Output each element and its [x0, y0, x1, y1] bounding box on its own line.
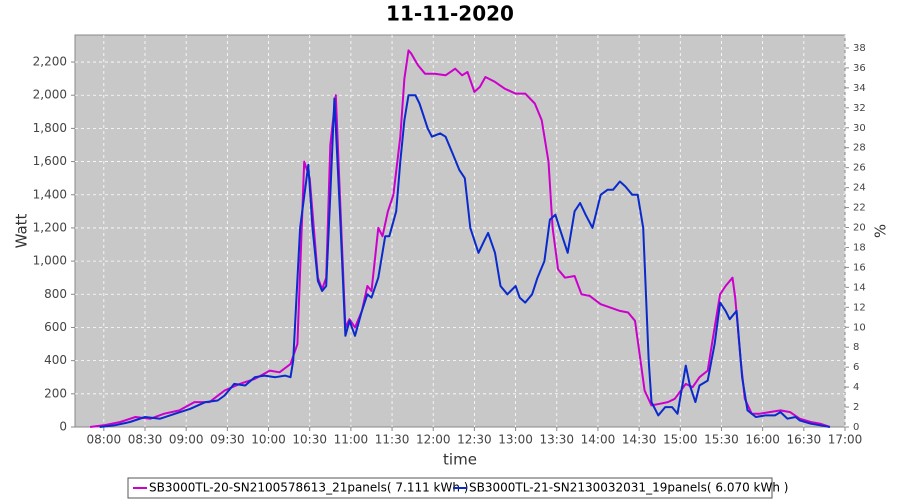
x-tick-label: 15:00: [663, 433, 698, 447]
plot-area: [74, 34, 846, 428]
x-tick-label: 11:00: [334, 433, 369, 447]
x-tick-label: 10:00: [251, 433, 286, 447]
x-tick-label: 11:30: [375, 433, 410, 447]
y-tick-label: 600: [44, 320, 67, 334]
y2-tick-label: 6: [853, 362, 859, 373]
y2-tick-label: 16: [853, 262, 866, 273]
y2-axis-label: %: [872, 224, 890, 238]
y2-tick-label: 2: [853, 402, 859, 413]
y2-tick-label: 24: [853, 183, 866, 194]
y2-tick-label: 8: [853, 342, 859, 353]
x-tick-label: 14:30: [622, 433, 657, 447]
y-tick-label: 800: [44, 287, 67, 301]
x-tick-label: 10:30: [292, 433, 327, 447]
series-line: [99, 94, 831, 428]
y-tick-label: 1,000: [33, 254, 67, 268]
y2-tick-label: 36: [853, 63, 866, 74]
y2-tick-label: 4: [853, 382, 859, 393]
x-tick-label: 09:30: [210, 433, 245, 447]
y2-tick-label: 34: [853, 83, 866, 94]
y2-tick-label: 0: [853, 422, 859, 433]
y2-tick-label: 14: [853, 282, 866, 293]
y2-tick-label: 26: [853, 163, 866, 174]
x-axis-label: time: [443, 451, 477, 469]
x-tick-label: 13:00: [498, 433, 533, 447]
y2-tick-label: 38: [853, 43, 866, 54]
x-tick-label: 09:00: [169, 433, 204, 447]
x-tick-label: 15:30: [704, 433, 739, 447]
y2-tick-label: 32: [853, 103, 866, 114]
y2-tick-label: 28: [853, 143, 866, 154]
y-tick-label: 1,800: [33, 121, 67, 135]
y2-tick-label: 12: [853, 302, 866, 313]
y2-tick-label: 22: [853, 203, 866, 214]
y-tick-label: 2,200: [33, 55, 67, 69]
series-line: [89, 49, 831, 428]
chart-title: 11-11-2020: [386, 2, 514, 26]
y-tick-label: 400: [44, 353, 67, 367]
x-tick-label: 08:00: [87, 433, 122, 447]
x-tick-label: 13:30: [539, 433, 574, 447]
y-axis-label: Watt: [13, 213, 31, 248]
y-tick-label: 2,000: [33, 88, 67, 102]
x-tick-label: 12:00: [416, 433, 451, 447]
x-tick-label: 16:30: [787, 433, 822, 447]
x-tick-label: 17:00: [828, 433, 863, 447]
x-tick-label: 16:00: [745, 433, 780, 447]
y2-tick-label: 30: [853, 123, 866, 134]
x-tick-label: 14:00: [581, 433, 616, 447]
y-tick-label: 1,400: [33, 187, 67, 201]
y-tick-label: 1,600: [33, 154, 67, 168]
x-tick-label: 12:30: [457, 433, 492, 447]
y2-tick-label: 18: [853, 242, 866, 253]
legend-label: SB3000TL-21-SN2130032031_19panels( 6.070…: [469, 481, 788, 495]
legend-box: [127, 477, 773, 499]
y-tick-label: 1,200: [33, 220, 67, 234]
y-tick-label: 0: [59, 420, 67, 434]
legend-label: SB3000TL-20-SN2100578613_21panels( 7.111…: [149, 481, 468, 495]
x-tick-label: 08:30: [128, 433, 163, 447]
y2-tick-label: 10: [853, 322, 866, 333]
y-tick-label: 200: [44, 386, 67, 400]
y2-tick-label: 20: [853, 223, 866, 234]
